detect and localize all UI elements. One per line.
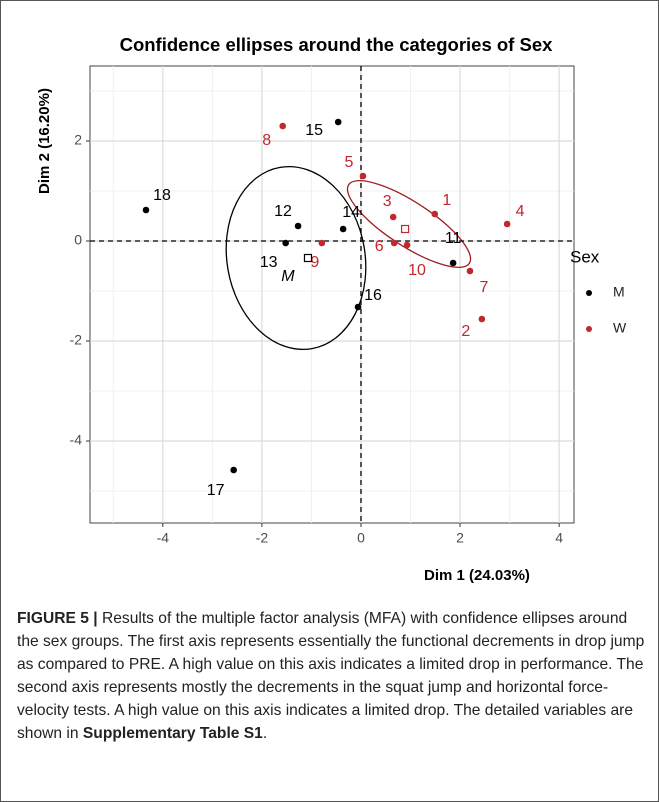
plot-panel — [89, 65, 575, 524]
ellipse-m — [225, 165, 367, 351]
y-axis-label: Dim 2 (16.20%) — [36, 88, 53, 194]
point-label: 17 — [207, 482, 225, 499]
point — [279, 122, 287, 130]
point-label: 9 — [310, 254, 319, 271]
point — [503, 220, 511, 228]
point-label: 6 — [375, 238, 384, 255]
point — [449, 259, 457, 267]
x-tick-label: 4 — [555, 530, 563, 546]
point-label: 8 — [262, 132, 271, 149]
point — [466, 267, 474, 275]
chart: Confidence ellipses around the categorie… — [36, 34, 627, 584]
legend-label: M — [613, 284, 625, 300]
x-tick-label: -2 — [256, 530, 269, 546]
point-label: 2 — [461, 323, 470, 340]
point-label: 11 — [445, 230, 462, 247]
point — [334, 118, 342, 126]
point — [142, 206, 150, 214]
point — [354, 303, 362, 311]
group-mean — [303, 253, 313, 263]
point-label: 1 — [442, 192, 451, 209]
point-label: 3 — [383, 193, 392, 210]
x-tick-label: -4 — [157, 530, 170, 546]
caption-text: Results of the multiple factor analysis … — [17, 610, 645, 742]
point — [294, 222, 302, 230]
point — [359, 172, 367, 180]
point-label: 4 — [516, 203, 525, 220]
caption-label: FIGURE 5 | — [17, 610, 98, 627]
point — [282, 239, 289, 247]
caption-reference: Supplementary Table S1 — [82, 725, 263, 742]
y-tick-label: 0 — [74, 232, 82, 248]
point — [403, 241, 411, 249]
point — [389, 213, 397, 221]
x-tick-label: 2 — [456, 530, 464, 546]
x-tick-label: 0 — [357, 530, 365, 546]
point — [339, 225, 347, 233]
point — [431, 210, 439, 218]
y-tick-label: -2 — [70, 332, 83, 348]
legend-label: W — [613, 320, 627, 336]
point — [390, 239, 398, 247]
caption-end: . — [262, 725, 268, 742]
point-label: 10 — [408, 262, 426, 279]
point-label: 12 — [274, 203, 292, 220]
point-label: 16 — [364, 287, 382, 304]
point-label: 5 — [345, 154, 354, 171]
legend-title: Sex — [570, 247, 600, 266]
point — [478, 315, 486, 323]
y-tick-label: 2 — [74, 132, 82, 148]
x-axis-label: Dim 1 (24.03%) — [424, 567, 530, 584]
legend-marker — [586, 290, 592, 296]
point — [230, 466, 237, 474]
point-label: 14 — [342, 204, 360, 221]
point-label: 15 — [305, 122, 323, 139]
group-mean — [400, 224, 410, 234]
legend-marker — [586, 326, 592, 332]
caption: FIGURE 5 | Results of the multiple facto… — [17, 607, 645, 745]
point-label: 7 — [480, 279, 489, 296]
point — [318, 239, 326, 247]
chart-title: Confidence ellipses around the categorie… — [120, 34, 554, 55]
group-mean-label: M — [281, 268, 295, 285]
point-label: 18 — [153, 187, 171, 204]
point-label: 13 — [260, 254, 278, 271]
y-tick-label: -4 — [70, 432, 83, 448]
